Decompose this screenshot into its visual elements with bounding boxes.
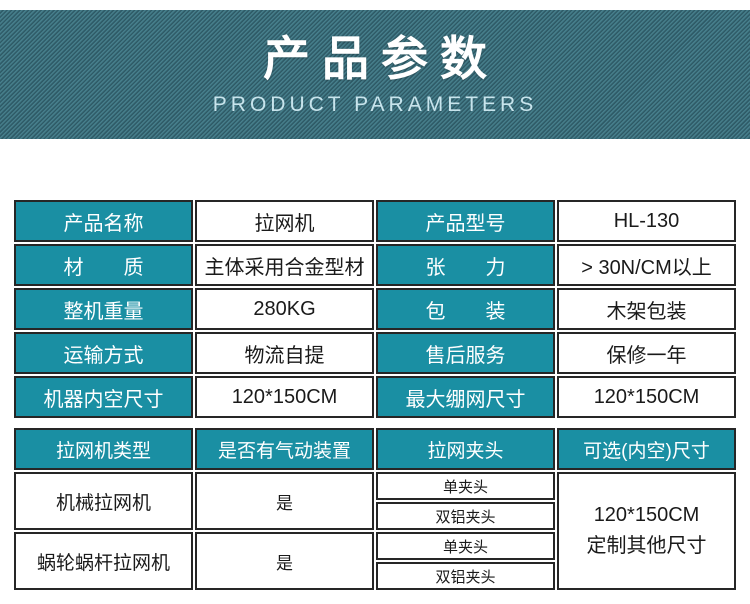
size-option-cell: 120*150CM 定制其他尺寸 <box>557 472 736 590</box>
machine-type-cell: 机械拉网机 <box>14 472 193 530</box>
machine-type-cell: 蜗轮蜗杆拉网机 <box>14 532 193 590</box>
options-header-cell: 可选(内空)尺寸 <box>557 428 736 470</box>
size-option-line1: 120*150CM <box>593 504 700 526</box>
pneumatic-cell: 是 <box>195 472 374 530</box>
spec-label-cell: 产品型号 <box>376 200 555 242</box>
spec-row: 整机重量 280KG 包 装 木架包装 <box>14 288 736 330</box>
options-header-row: 拉网机类型 是否有气动装置 拉网夹头 可选(内空)尺寸 <box>14 428 736 470</box>
clamp-cell: 单夹头 <box>376 532 555 560</box>
options-header-cell: 拉网夹头 <box>376 428 555 470</box>
spec-label-cell: 机器内空尺寸 <box>14 376 193 418</box>
spec-label-cell: 运输方式 <box>14 332 193 374</box>
spec-value-cell: 主体采用合金型材 <box>195 244 374 286</box>
options-row: 机械拉网机 是 单夹头 120*150CM 定制其他尺寸 <box>14 472 736 590</box>
spec-label-cell: 产品名称 <box>14 200 193 242</box>
clamp-cell: 双铝夹头 <box>376 502 555 530</box>
spec-value-cell: 物流自提 <box>195 332 374 374</box>
spec-value-cell: 拉网机 <box>195 200 374 242</box>
spec-label-cell: 售后服务 <box>376 332 555 374</box>
spec-label-cell: 最大绷网尺寸 <box>376 376 555 418</box>
options-header-cell: 是否有气动装置 <box>195 428 374 470</box>
options-row: 蜗轮蜗杆拉网机 是 单夹头 <box>14 532 736 590</box>
clamp-cell: 单夹头 <box>376 472 555 500</box>
spec-row: 材 质 主体采用合金型材 张 力 > 30N/CM以上 <box>14 244 736 286</box>
spec-label-cell: 张 力 <box>376 244 555 286</box>
banner: 产品参数 PRODUCT PARAMETERS <box>0 10 750 139</box>
options-table: 拉网机类型 是否有气动装置 拉网夹头 可选(内空)尺寸 机械拉网机 是 单夹头 … <box>12 426 738 592</box>
page-title: 产品参数 <box>263 31 499 85</box>
spec-row: 产品名称 拉网机 产品型号 HL-130 <box>14 200 736 242</box>
spec-table: 产品名称 拉网机 产品型号 HL-130 材 质 主体采用合金型材 张 力 > … <box>12 198 738 420</box>
spec-value-cell: 280KG <box>195 288 374 330</box>
pneumatic-cell: 是 <box>195 532 374 590</box>
spec-row: 机器内空尺寸 120*150CM 最大绷网尺寸 120*150CM <box>14 376 736 418</box>
options-header-cell: 拉网机类型 <box>14 428 193 470</box>
spec-label-cell: 材 质 <box>14 244 193 286</box>
spec-value-cell: > 30N/CM以上 <box>557 244 736 286</box>
options-row: 双铝夹头 <box>14 502 736 530</box>
page-subtitle: PRODUCT PARAMETERS <box>212 92 538 116</box>
spec-label-cell: 整机重量 <box>14 288 193 330</box>
spec-row: 运输方式 物流自提 售后服务 保修一年 <box>14 332 736 374</box>
options-row: 双铝夹头 <box>14 562 736 590</box>
spec-value-cell: 120*150CM <box>195 376 374 418</box>
spec-value-cell: 保修一年 <box>557 332 736 374</box>
spec-value-cell: 120*150CM <box>557 376 736 418</box>
spec-value-cell: HL-130 <box>557 200 736 242</box>
clamp-cell: 双铝夹头 <box>376 562 555 590</box>
spec-label-cell: 包 装 <box>376 288 555 330</box>
size-option-line2: 定制其他尺寸 <box>586 535 707 557</box>
spec-value-cell: 木架包装 <box>557 288 736 330</box>
